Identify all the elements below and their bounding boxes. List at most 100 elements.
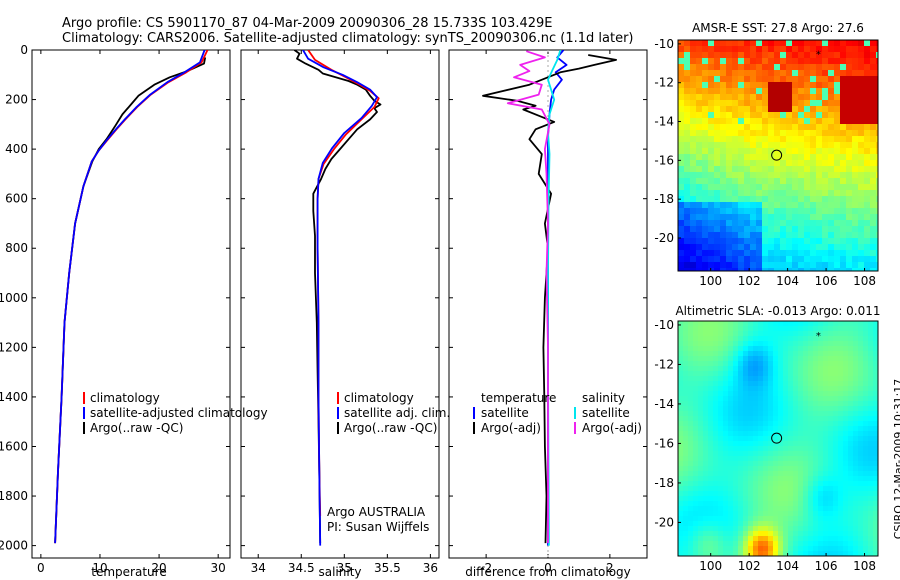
heatmap-cell (733, 466, 739, 472)
heatmap-cell (863, 376, 869, 382)
heatmap-cell (803, 451, 809, 457)
heatmap-cell (733, 526, 739, 532)
heatmap-cell (792, 88, 799, 95)
heatmap-cell (778, 551, 784, 556)
series-line-salinity-argo-adj (506, 50, 551, 544)
heatmap-cell (818, 366, 824, 372)
heatmap-cell (744, 160, 751, 167)
heatmap-cell (848, 491, 854, 497)
heatmap-cell (698, 526, 704, 532)
heatmap-cell (773, 541, 779, 547)
heatmap-cell (822, 256, 829, 263)
heatmap-cell (863, 396, 869, 402)
heatmap-cell (816, 238, 823, 245)
heatmap-cell (748, 511, 754, 517)
heatmap-cell (708, 471, 714, 477)
heatmap-cell (818, 416, 824, 422)
heatmap-cell (684, 214, 691, 221)
heatmap-cell (783, 436, 789, 442)
heatmap-cell (743, 361, 749, 367)
heatmap-cell (798, 148, 805, 155)
heatmap-cell (823, 511, 829, 517)
heatmap-cell (702, 196, 709, 203)
heatmap-cell (828, 76, 835, 83)
heatmap-cell (778, 321, 784, 327)
heatmap-cell (863, 461, 869, 467)
heatmap-cell (768, 148, 775, 155)
heatmap-cell (863, 481, 869, 487)
heatmap-cell (750, 220, 757, 227)
heatmap-cell (858, 130, 865, 137)
heatmap-cell (728, 401, 734, 407)
heatmap-cell (828, 356, 834, 362)
heatmap-cell (732, 94, 739, 101)
depth-tick-label: 600 (5, 192, 28, 206)
heatmap-cell (833, 521, 839, 527)
heatmap-cell (810, 100, 817, 107)
map-xtick-label: 100 (699, 559, 722, 573)
heatmap-cell (788, 451, 794, 457)
heatmap-cell (762, 262, 769, 269)
heatmap-cell (853, 526, 859, 532)
heatmap-cell (852, 250, 859, 257)
heatmap-cell (708, 461, 714, 467)
heatmap-cell (693, 481, 699, 487)
heatmap-cell (702, 58, 709, 65)
heatmap-cell (698, 426, 704, 432)
heatmap-cell (758, 516, 764, 522)
heatmap-cell (768, 154, 775, 161)
heatmap-cell (743, 456, 749, 462)
heatmap-cell (763, 361, 769, 367)
heatmap-cell (822, 124, 829, 131)
heatmap-cell (804, 202, 811, 209)
heatmap-cell (703, 541, 709, 547)
heatmap-cell (793, 541, 799, 547)
heatmap-cell (813, 521, 819, 527)
heatmap-cell (773, 381, 779, 387)
heatmap-cell (714, 196, 721, 203)
heatmap-cell (828, 336, 834, 342)
heatmap-cell (838, 326, 844, 332)
heatmap-cell (853, 416, 859, 422)
heatmap-cell (753, 406, 759, 412)
heatmap-cell (786, 226, 793, 233)
heatmap-cell (870, 136, 877, 143)
heatmap-cell (853, 531, 859, 537)
heatmap-cell (822, 184, 829, 191)
heatmap-cell (813, 331, 819, 337)
heatmap-cell (762, 118, 769, 125)
heatmap-cell (684, 130, 691, 137)
heatmap-cell (808, 366, 814, 372)
heatmap-cell (684, 82, 691, 89)
heatmap-cell (688, 366, 694, 372)
heatmap-cell (783, 546, 789, 552)
heatmap-cell (816, 220, 823, 227)
heatmap-cell (846, 154, 853, 161)
heatmap-cell (762, 106, 769, 113)
heatmap-cell (803, 386, 809, 392)
heatmap-cell (876, 160, 878, 167)
heatmap-cell (793, 341, 799, 347)
map-ytick-label: -10 (654, 318, 674, 332)
heatmap-cell (858, 172, 865, 179)
difference-salinity-legend: salinity satellite Argo(-adj) (574, 391, 642, 435)
heatmap-cell (708, 536, 714, 542)
heatmap-cell (876, 214, 878, 221)
heatmap-cell (822, 214, 829, 221)
heatmap-cell (743, 541, 749, 547)
heatmap-cell (818, 426, 824, 432)
heatmap-cell (804, 154, 811, 161)
heatmap-cell (756, 262, 763, 269)
heatmap-cell (788, 376, 794, 382)
heatmap-cell (823, 326, 829, 332)
heatmap-cell (818, 441, 824, 447)
heatmap-cell (873, 411, 878, 417)
heatmap-cell (838, 321, 844, 327)
heatmap-cell (838, 486, 844, 492)
heatmap-cell (863, 491, 869, 497)
heatmap-cell (718, 426, 724, 432)
heatmap-cell (876, 190, 878, 197)
heatmap-cell (818, 341, 824, 347)
heatmap-cell (852, 124, 859, 131)
heatmap-cell (846, 142, 853, 149)
